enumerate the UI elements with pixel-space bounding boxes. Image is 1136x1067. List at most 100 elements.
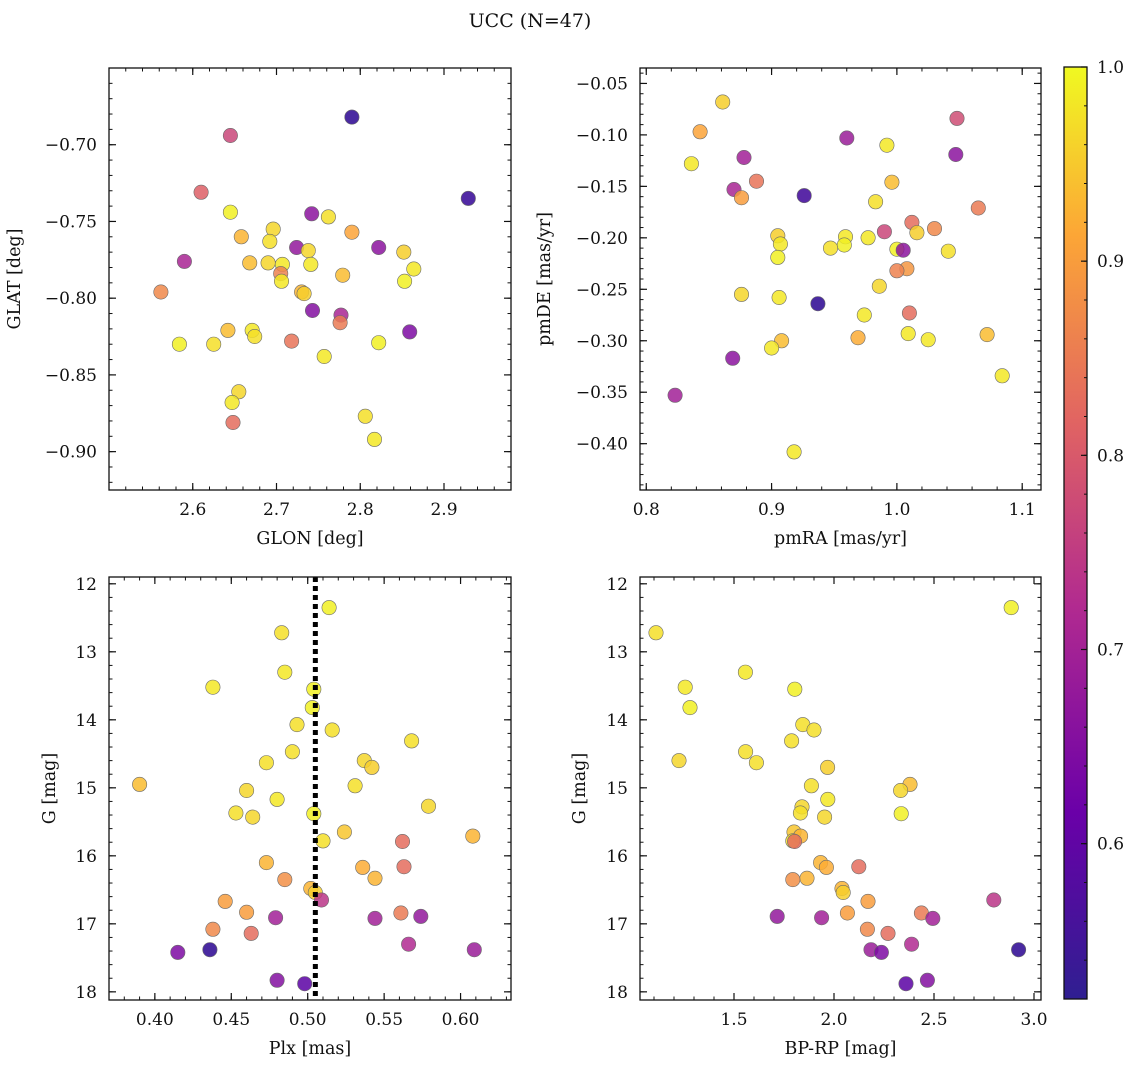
- data-point: [284, 333, 300, 349]
- data-point: [401, 936, 417, 952]
- y-tick-label: 13: [606, 643, 628, 663]
- data-point: [336, 824, 352, 840]
- data-point: [460, 190, 476, 206]
- x-tick-label: 1.0: [883, 500, 910, 520]
- data-point: [764, 340, 780, 356]
- x-tick-label: 0.8: [633, 500, 660, 520]
- data-point: [948, 147, 964, 163]
- colorbar-tick-label: 0.6: [1097, 835, 1124, 855]
- y-tick-label: 14: [606, 711, 628, 731]
- data-point: [132, 776, 148, 792]
- data-point: [367, 870, 383, 886]
- data-point: [262, 233, 278, 249]
- data-point: [316, 348, 332, 364]
- data-point: [242, 255, 258, 271]
- data-point: [889, 263, 905, 279]
- y-tick-label: −0.20: [576, 229, 628, 249]
- figure-title: UCC (N=47): [469, 10, 592, 32]
- data-point: [803, 778, 819, 794]
- data-point: [420, 798, 436, 814]
- y-tick-label: −0.35: [576, 383, 628, 403]
- colorbar-tick-label: 0.8: [1097, 446, 1124, 466]
- data-point: [835, 884, 851, 900]
- points-bprp-g: [648, 600, 1027, 992]
- x-tick-label: 2.6: [179, 500, 206, 520]
- x-tick-label: 2.9: [430, 500, 457, 520]
- data-point: [919, 972, 935, 988]
- data-point: [332, 315, 348, 331]
- data-point: [820, 791, 836, 807]
- data-point: [839, 130, 855, 146]
- data-point: [748, 173, 764, 189]
- x-axis-label: BP-RP [mag]: [785, 1039, 897, 1059]
- points-glon-glat: [153, 109, 476, 447]
- data-point: [466, 942, 482, 958]
- data-point: [893, 782, 909, 798]
- data-point: [344, 109, 360, 125]
- data-point: [904, 936, 920, 952]
- data-point: [799, 870, 815, 886]
- data-point: [880, 925, 896, 941]
- data-point: [796, 188, 812, 204]
- x-tick-label: 2.8: [347, 500, 374, 520]
- colorbar-tick-label: 0.7: [1097, 641, 1124, 661]
- y-tick-label: 18: [75, 983, 97, 1003]
- data-point: [748, 755, 764, 771]
- data-point: [268, 910, 284, 926]
- data-point: [692, 124, 708, 140]
- data-point: [884, 174, 900, 190]
- y-tick-label: −0.85: [45, 366, 97, 386]
- data-point: [366, 431, 382, 447]
- y-tick-label: 16: [606, 847, 628, 867]
- data-point: [895, 242, 911, 258]
- colorbar: 0.6 0.7 0.8 0.9 1.0: [1063, 58, 1124, 1000]
- data-point: [205, 679, 221, 695]
- data-point: [787, 681, 803, 697]
- y-tick-label: 12: [606, 575, 628, 595]
- data-point: [737, 664, 753, 680]
- y-tick-label: 13: [75, 643, 97, 663]
- x-tick-label: 0.60: [442, 1010, 480, 1030]
- data-point: [792, 805, 808, 821]
- data-point: [406, 261, 422, 277]
- x-tick-label: 0.55: [365, 1010, 403, 1030]
- data-point: [868, 194, 884, 210]
- data-point: [394, 833, 410, 849]
- data-point: [738, 744, 754, 760]
- data-point: [787, 833, 803, 849]
- data-point: [860, 893, 876, 909]
- y-tick-label: −0.75: [45, 212, 97, 232]
- data-point: [839, 905, 855, 921]
- data-point: [371, 335, 387, 351]
- colorbar-tick-label: 1.0: [1097, 58, 1124, 78]
- data-point: [820, 759, 836, 775]
- data-point: [733, 286, 749, 302]
- data-point: [769, 908, 785, 924]
- y-tick-label: 15: [606, 779, 628, 799]
- panel-pmra-pmde: 0.8 0.9 1.0 1.1 −0.05 −0.10 −0.15 −0.20 −0.25 −0.…: [535, 67, 1042, 549]
- data-point: [233, 229, 249, 245]
- y-axis-label: GLAT [deg]: [5, 229, 25, 330]
- data-point: [785, 872, 801, 888]
- data-point: [239, 904, 255, 920]
- data-point: [170, 944, 186, 960]
- data-point: [871, 278, 887, 294]
- data-point: [1003, 600, 1019, 616]
- data-point: [402, 324, 418, 340]
- data-point: [222, 204, 238, 220]
- data-point: [273, 273, 289, 289]
- x-tick-label: 2.7: [263, 500, 290, 520]
- y-tick-label: −0.10: [576, 126, 628, 146]
- x-axis-label: GLON [deg]: [256, 529, 363, 549]
- data-point: [297, 976, 313, 992]
- data-point: [836, 237, 852, 253]
- data-point: [940, 243, 956, 259]
- data-point: [986, 892, 1002, 908]
- data-point: [245, 809, 261, 825]
- points-plx-g: [132, 600, 482, 992]
- x-tick-label: 1.5: [720, 1010, 747, 1030]
- y-axis-label: G [mag]: [570, 753, 590, 824]
- data-point: [404, 733, 420, 749]
- y-tick-label: 18: [606, 983, 628, 1003]
- data-point: [202, 942, 218, 958]
